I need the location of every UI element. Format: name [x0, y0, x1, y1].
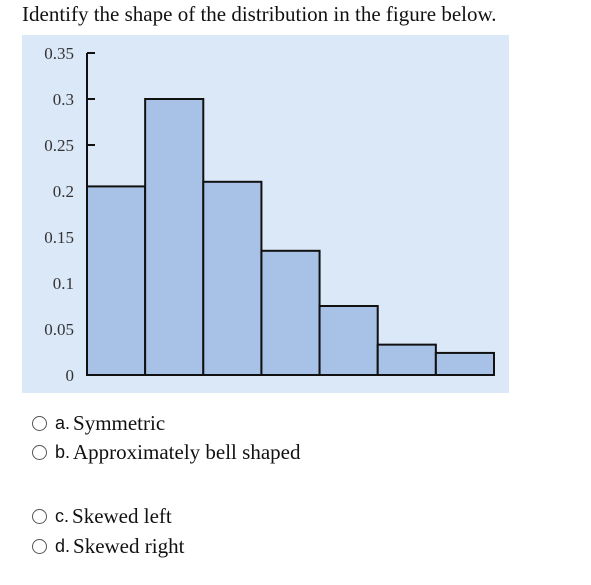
option-b[interactable]: b. Approximately bell shaped	[32, 440, 300, 465]
histogram-bar	[376, 343, 437, 377]
option-letter: c.	[55, 506, 70, 526]
radio-circle-icon[interactable]	[32, 445, 47, 460]
y-tick-label: 0	[66, 366, 75, 385]
option-c[interactable]: c. Skewed left	[32, 504, 172, 529]
option-text: Symmetric	[73, 411, 166, 435]
question-text: Identify the shape of the distribution i…	[22, 2, 497, 26]
option-text: Approximately bell shaped	[73, 440, 301, 464]
y-tick-label: 0.35	[44, 44, 74, 63]
histogram-bar	[318, 305, 379, 376]
radio-circle-icon[interactable]	[32, 509, 47, 524]
histogram-figure: 0 0.05 0.1 0.15 0.2 0.25 0.3 0.35	[22, 35, 509, 393]
y-tick-label: 0.3	[53, 90, 74, 109]
y-tick-label: 0.15	[44, 228, 74, 247]
option-text: Skewed right	[73, 534, 185, 558]
y-tick-label: 0.1	[53, 274, 74, 293]
histogram-bar	[86, 185, 147, 376]
histogram-bar	[202, 180, 263, 376]
option-letter: b.	[55, 442, 71, 462]
histogram-chart: 0 0.05 0.1 0.15 0.2 0.25 0.3 0.35	[22, 35, 509, 393]
option-letter: d.	[55, 536, 71, 556]
y-tick-label: 0.2	[53, 182, 74, 201]
radio-circle-icon[interactable]	[32, 539, 47, 554]
histogram-bar	[144, 98, 205, 376]
y-tick-label: 0.25	[44, 136, 74, 155]
option-a[interactable]: a. Symmetric	[32, 411, 165, 436]
histogram-bar	[434, 351, 496, 377]
y-tick-label: 0.05	[44, 320, 74, 339]
option-text: Skewed left	[72, 504, 172, 528]
radio-circle-icon[interactable]	[32, 416, 47, 431]
histogram-bar	[260, 249, 321, 376]
option-letter: a.	[55, 413, 71, 433]
option-d[interactable]: d. Skewed right	[32, 534, 184, 559]
